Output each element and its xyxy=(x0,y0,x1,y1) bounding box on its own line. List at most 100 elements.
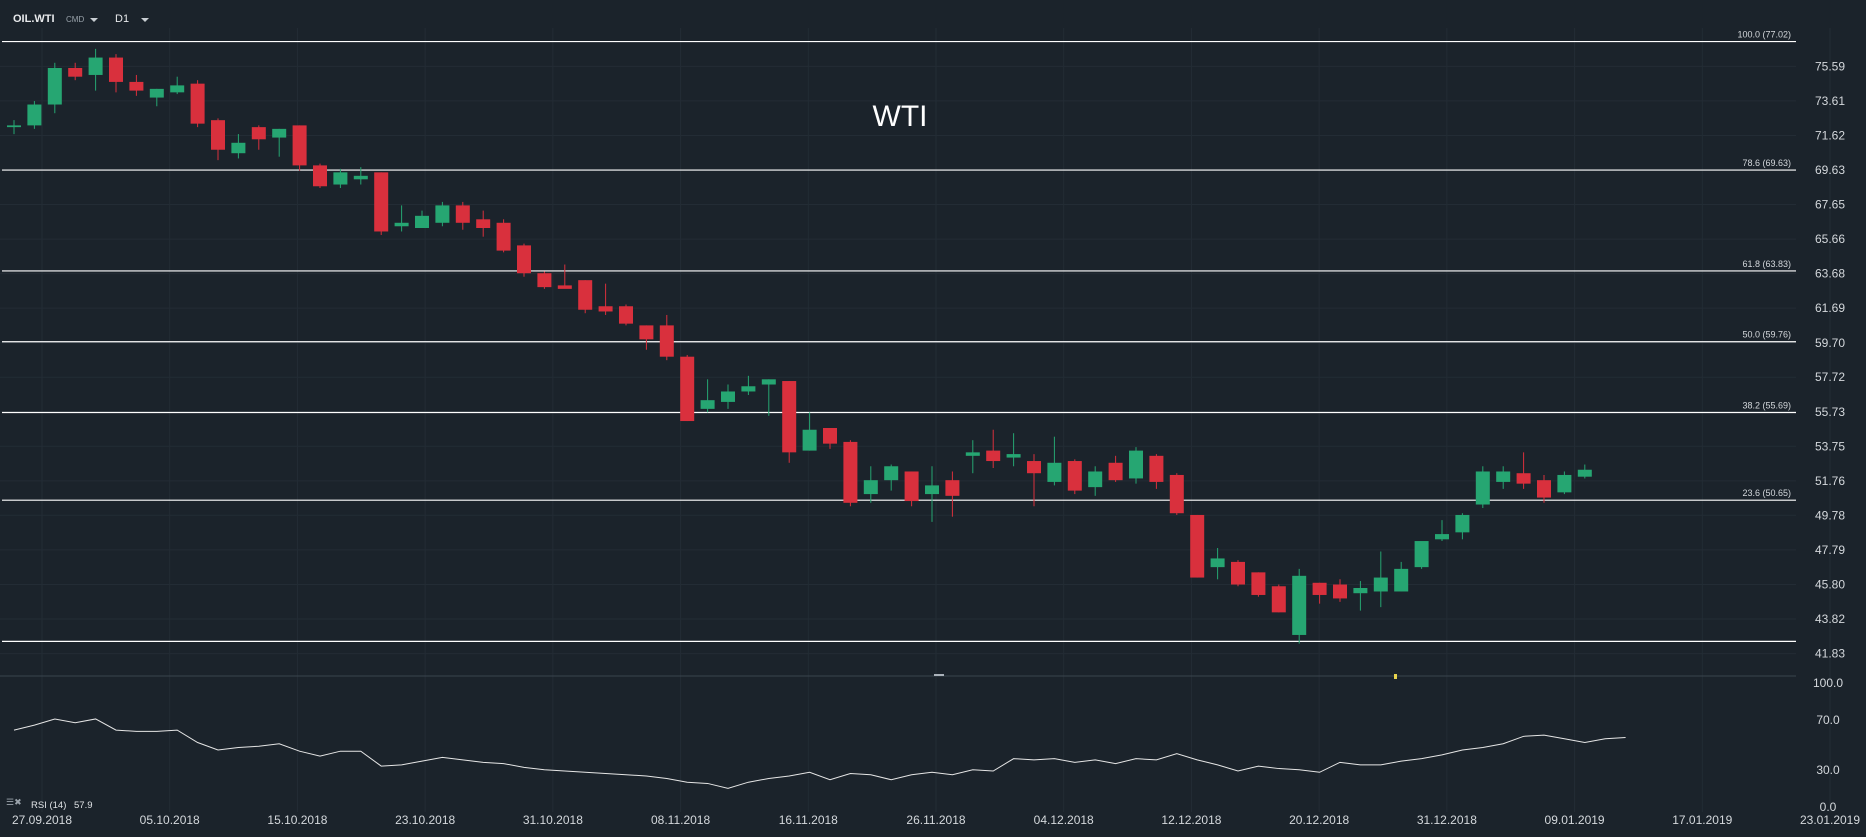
candle-body-bear[interactable] xyxy=(843,441,858,503)
candle-body-bear[interactable] xyxy=(496,222,511,251)
time-tick-label: 15.10.2018 xyxy=(267,813,327,827)
candle-body-bear[interactable] xyxy=(1537,480,1551,498)
candle-body-bull[interactable] xyxy=(700,400,715,409)
candle-body-bull[interactable] xyxy=(333,172,348,185)
time-tick-label: 16.11.2018 xyxy=(779,813,838,827)
time-axis: 27.09.2018 05.10.2018 15.10.2018 23.10.2018… xyxy=(12,813,1860,827)
candle-body-bull[interactable] xyxy=(721,391,735,402)
candle-body-bull[interactable] xyxy=(1292,575,1307,635)
candle-body-bear[interactable] xyxy=(680,356,695,422)
candle-body-bear[interactable] xyxy=(659,325,674,357)
candle-body-bull[interactable] xyxy=(353,175,368,180)
candle-body-bear[interactable] xyxy=(1027,461,1041,474)
candle-body-bull[interactable] xyxy=(415,215,429,228)
candle-body-bull[interactable] xyxy=(231,142,246,154)
candle-body-bear[interactable] xyxy=(251,127,266,140)
candle-body-bear[interactable] xyxy=(313,165,327,187)
candle-body-bull[interactable] xyxy=(802,429,817,451)
candle-body-bear[interactable] xyxy=(292,125,307,166)
candle-body-bull[interactable] xyxy=(761,379,776,385)
candle-body-bull[interactable] xyxy=(741,386,756,392)
candle-body-bear[interactable] xyxy=(619,306,633,324)
candle-body-bull[interactable] xyxy=(863,480,878,495)
candlestick-series xyxy=(7,48,1592,644)
candle-body-bear[interactable] xyxy=(190,83,205,124)
candle-body-bear[interactable] xyxy=(986,450,1001,462)
candle-body-bear[interactable] xyxy=(1149,455,1164,482)
candle-body-bear[interactable] xyxy=(1190,514,1205,578)
candle-body-bull[interactable] xyxy=(1088,471,1103,488)
candle-body-bull[interactable] xyxy=(965,452,980,456)
candle-body-bear[interactable] xyxy=(1271,586,1286,613)
candle-body-bear[interactable] xyxy=(374,172,389,232)
time-tick-label: 09.01.2019 xyxy=(1545,813,1605,827)
symbol-dropdown-icon[interactable] xyxy=(90,18,98,22)
candle-body-bear[interactable] xyxy=(1312,582,1327,595)
candle-body-bull[interactable] xyxy=(1373,577,1388,592)
candle-body-bull[interactable] xyxy=(88,57,103,75)
candle-body-bear[interactable] xyxy=(109,57,123,82)
candle-body-bear[interactable] xyxy=(557,285,572,289)
candle-body-bear[interactable] xyxy=(129,81,144,91)
candle-body-bear[interactable] xyxy=(537,273,552,288)
candle-body-bear[interactable] xyxy=(1067,461,1082,491)
pane-resize-handle[interactable] xyxy=(934,674,944,676)
candle-body-bear[interactable] xyxy=(1516,473,1531,484)
candle-body-bull[interactable] xyxy=(1129,450,1143,479)
price-tick-label: 61.69 xyxy=(1815,301,1845,315)
candle-body-bull[interactable] xyxy=(7,125,21,128)
candle-body-bull[interactable] xyxy=(1047,462,1062,482)
candle-body-bull[interactable] xyxy=(27,104,42,126)
candle-body-bull[interactable] xyxy=(1394,568,1409,592)
candle-body-bull[interactable] xyxy=(1414,541,1429,568)
candle-body-bull[interactable] xyxy=(1006,454,1021,458)
price-tick-label: 75.59 xyxy=(1815,59,1845,73)
candle-body-bear[interactable] xyxy=(68,68,83,77)
candle-body-bear[interactable] xyxy=(945,480,960,496)
candle-body-bull[interactable] xyxy=(1557,474,1572,493)
fib-level-label: 100.0 (77.02) xyxy=(1737,30,1791,40)
candle-body-bull[interactable] xyxy=(394,222,409,227)
candle-body-bear[interactable] xyxy=(211,120,225,150)
candle-body-bear[interactable] xyxy=(904,471,919,502)
candle-body-bear[interactable] xyxy=(782,381,797,453)
candle-body-bear[interactable] xyxy=(1251,572,1266,595)
candle-body-bear[interactable] xyxy=(476,219,491,228)
timeframe-dropdown-icon[interactable] xyxy=(141,18,149,22)
candle-body-bull[interactable] xyxy=(47,68,62,105)
candle-body-bear[interactable] xyxy=(517,245,531,274)
candle-body-bull[interactable] xyxy=(1496,471,1511,482)
candle-body-bear[interactable] xyxy=(639,325,654,340)
candle-body-bear[interactable] xyxy=(1231,561,1245,585)
candle-body-bear[interactable] xyxy=(823,428,837,444)
candle-body-bear[interactable] xyxy=(598,306,613,312)
candle-body-bull[interactable] xyxy=(1475,471,1490,505)
candle-body-bull[interactable] xyxy=(925,485,939,495)
time-tick-label: 20.12.2018 xyxy=(1289,813,1349,827)
fibonacci-retracement: 100.0 (77.02) 78.6 (69.63) 61.8 (63.83) 50.… xyxy=(2,30,1796,642)
indicator-settings-icon[interactable]: ☰✖ xyxy=(6,797,22,807)
candle-body-bear[interactable] xyxy=(1108,462,1123,481)
fib-level-label: 50.0 (59.76) xyxy=(1742,330,1791,340)
candle-body-bull[interactable] xyxy=(1210,558,1225,568)
candle-body-bull[interactable] xyxy=(884,466,899,481)
symbol-selector[interactable]: OIL.WTI xyxy=(13,13,55,25)
candle-body-bull[interactable] xyxy=(170,85,185,93)
time-tick-label: 17.01.2019 xyxy=(1672,813,1732,827)
rsi-legend-label: RSI (14) xyxy=(31,800,66,811)
candle-body-bull[interactable] xyxy=(272,128,287,138)
candle-body-bull[interactable] xyxy=(1353,588,1368,594)
rsi-last-value: 57.9 xyxy=(74,800,93,811)
candle-body-bull[interactable] xyxy=(1455,514,1470,533)
candle-body-bear[interactable] xyxy=(578,280,593,310)
candle-body-bull[interactable] xyxy=(435,205,450,223)
candle-body-bear[interactable] xyxy=(1169,474,1184,514)
candle-body-bull[interactable] xyxy=(1577,469,1592,477)
price-tick-label: 51.76 xyxy=(1815,474,1845,488)
candle-body-bull[interactable] xyxy=(1435,534,1449,540)
timeframe-selector[interactable]: D1 xyxy=(115,13,130,25)
candle-body-bear[interactable] xyxy=(1333,584,1347,599)
candle-body-bull[interactable] xyxy=(149,88,164,98)
candle-body-bear[interactable] xyxy=(455,205,470,223)
